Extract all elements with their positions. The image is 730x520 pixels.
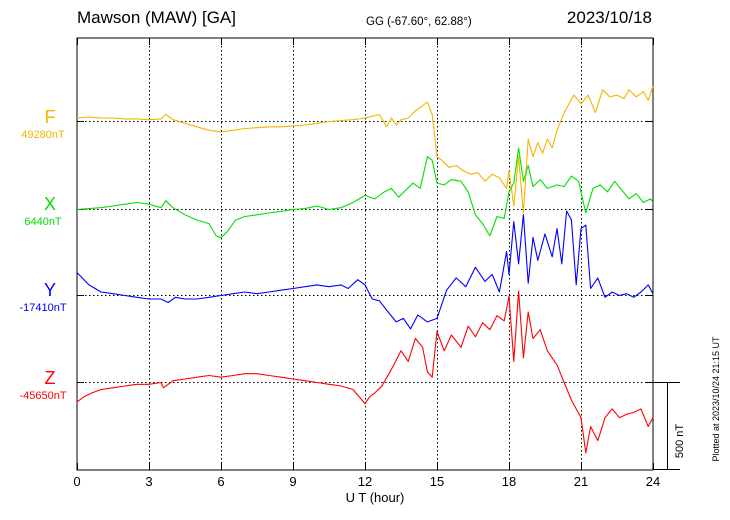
trace-Y [76,210,654,330]
plot-date: 2023/10/18 [566,8,652,27]
component-baseline-F: 49280nT [21,129,65,141]
component-letter-X: X [43,194,56,214]
trace-F [76,86,654,214]
trace-X [76,147,654,239]
trace-Z [76,290,654,454]
component-letter-Z: Z [44,368,56,388]
x-tick-label-12: 12 [357,474,373,489]
plotted-timestamp: Plotted at 2023/10/24 21:15 UT [711,336,721,462]
scale-bar-label: 500 nT [674,423,686,459]
x-tick-label-18: 18 [501,474,517,489]
station-title: Mawson (MAW) [GA] [77,8,236,27]
component-traces [76,86,654,454]
x-tick-label-9: 9 [289,474,297,489]
geographic-coords: GG (-67.60°, 62.88°) [366,16,472,28]
baseline-gridlines [77,121,653,383]
x-tick-label-3: 3 [145,474,153,489]
component-letter-Y: Y [43,280,56,300]
component-baseline-Z: -45650nT [19,390,67,402]
scale-bar [653,382,680,470]
component-baseline-Y: -17410nT [19,302,67,314]
x-axis-label: U T (hour) [345,490,405,505]
x-tick-label-0: 0 [73,474,81,489]
vertical-gridlines [149,38,582,470]
x-tick-label-6: 6 [217,474,225,489]
component-letter-F: F [44,107,56,127]
x-tick-label-24: 24 [645,474,661,489]
component-baseline-X: 6440nT [24,216,62,228]
x-tick-label-15: 15 [429,474,445,489]
x-tick-label-21: 21 [573,474,589,489]
